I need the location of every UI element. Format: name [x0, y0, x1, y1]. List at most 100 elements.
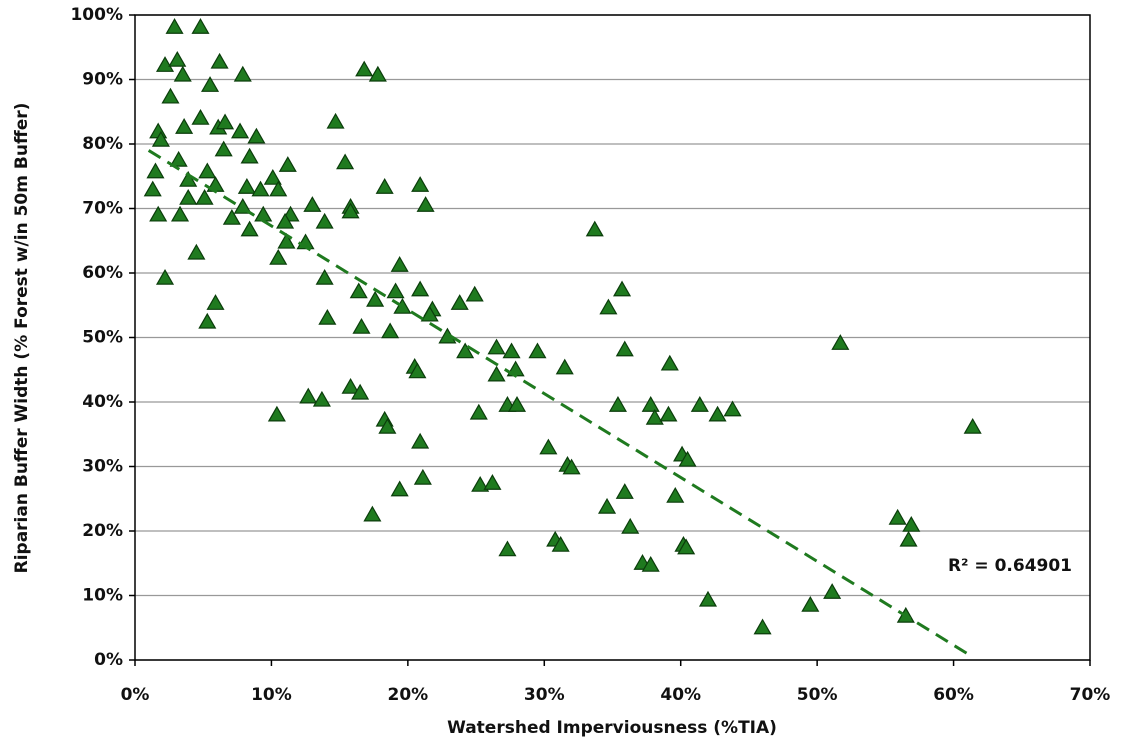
- point: [641, 396, 660, 412]
- point: [179, 188, 198, 205]
- point: [269, 180, 288, 197]
- point: [823, 583, 842, 599]
- point: [413, 468, 432, 485]
- point: [888, 508, 907, 525]
- point: [318, 308, 337, 325]
- point: [562, 458, 581, 475]
- point: [267, 405, 286, 422]
- point: [326, 112, 345, 129]
- point: [645, 408, 664, 425]
- point: [899, 530, 918, 547]
- point: [247, 127, 266, 144]
- trendline: [147, 149, 968, 655]
- point: [155, 268, 175, 285]
- point: [146, 162, 165, 179]
- point: [708, 405, 727, 422]
- point: [355, 60, 374, 77]
- point: [315, 212, 334, 229]
- point: [173, 65, 192, 82]
- point: [341, 377, 360, 394]
- point: [366, 290, 385, 307]
- point: [303, 196, 322, 212]
- point: [420, 305, 439, 322]
- x-tick-label: 10%: [251, 685, 292, 705]
- point: [368, 65, 387, 82]
- point: [411, 432, 430, 449]
- point: [240, 147, 259, 164]
- point: [191, 18, 210, 34]
- point: [168, 50, 187, 67]
- point: [753, 618, 772, 635]
- point: [599, 298, 618, 315]
- point: [471, 475, 490, 492]
- point: [390, 256, 409, 272]
- point: [198, 312, 217, 329]
- point: [613, 280, 632, 297]
- x-axis-label: Watershed Imperviousness (%TIA): [447, 718, 777, 738]
- point: [237, 178, 256, 194]
- point: [169, 150, 188, 167]
- point: [551, 535, 570, 552]
- point: [555, 358, 574, 375]
- y-tick-label: 40%: [82, 392, 123, 412]
- x-tick-label: 50%: [797, 685, 838, 705]
- point: [231, 122, 250, 139]
- point: [151, 130, 170, 147]
- point: [191, 108, 210, 125]
- plot-frame: [134, 14, 1091, 661]
- point: [161, 87, 180, 104]
- y-tick-label: 90%: [82, 70, 123, 90]
- point: [216, 113, 235, 130]
- point: [149, 205, 168, 222]
- point: [666, 486, 685, 503]
- point: [198, 162, 217, 179]
- x-tick-label: 0%: [121, 685, 150, 705]
- point: [210, 52, 229, 69]
- y-tick-label: 100%: [70, 5, 123, 25]
- point: [269, 248, 288, 265]
- y-tick-label: 50%: [82, 328, 123, 348]
- point: [677, 538, 696, 555]
- x-tick-label: 20%: [388, 685, 429, 705]
- point: [276, 212, 295, 229]
- point: [902, 515, 921, 532]
- point: [528, 342, 547, 359]
- point: [450, 294, 469, 310]
- x-tick-label: 60%: [933, 685, 974, 705]
- point: [206, 294, 225, 310]
- annotation: R² = 0.64901: [948, 556, 1072, 576]
- point: [315, 268, 334, 285]
- point: [456, 342, 475, 359]
- point: [469, 403, 488, 420]
- point: [963, 417, 982, 434]
- y-axis-label: Riparian Buffer Width (% Forest w/in 50m…: [12, 103, 32, 574]
- y-tick-label: 20%: [82, 521, 123, 541]
- point: [349, 282, 368, 299]
- point: [214, 140, 233, 157]
- point: [411, 176, 430, 192]
- y-tick-label: 80%: [82, 134, 123, 154]
- y-tick-label: 70%: [82, 199, 123, 219]
- point: [386, 282, 405, 299]
- point: [502, 342, 521, 359]
- point: [341, 202, 360, 219]
- point: [411, 280, 430, 297]
- point: [155, 56, 175, 72]
- point: [483, 474, 502, 490]
- point: [179, 170, 198, 187]
- point: [175, 118, 194, 134]
- point: [831, 334, 850, 350]
- point: [659, 405, 678, 422]
- point: [195, 188, 214, 205]
- point: [336, 153, 355, 170]
- point: [498, 540, 517, 557]
- point: [263, 168, 282, 185]
- point: [165, 18, 184, 34]
- point: [351, 383, 370, 400]
- point: [408, 362, 427, 379]
- point: [390, 480, 409, 497]
- point: [378, 417, 397, 434]
- y-tick-label: 30%: [82, 457, 123, 477]
- x-tick-label: 30%: [524, 685, 565, 705]
